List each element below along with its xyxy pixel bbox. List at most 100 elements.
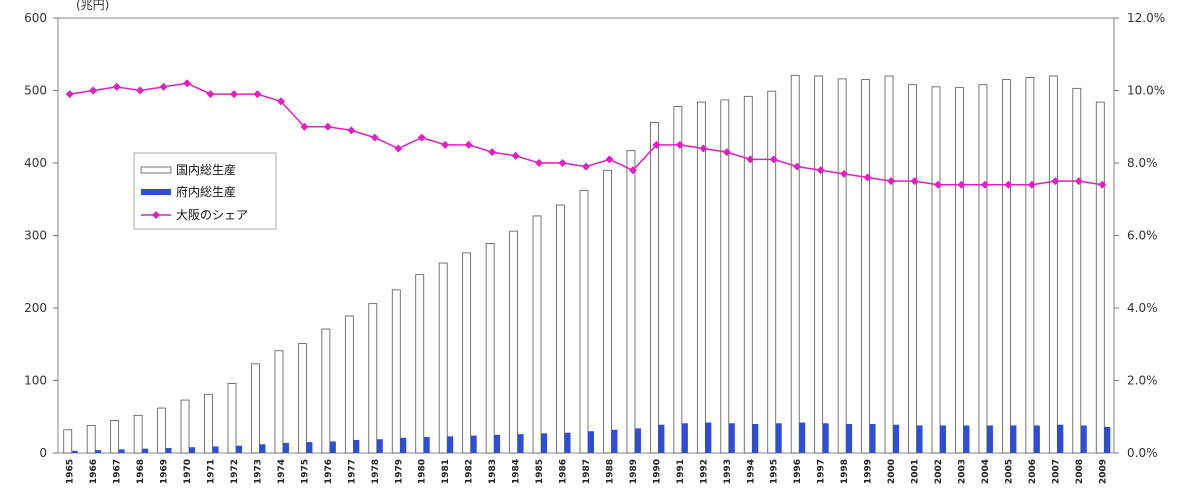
bar-prefecture <box>893 424 900 453</box>
bar-national <box>790 74 800 454</box>
bar-prefecture <box>423 437 430 453</box>
share-point <box>769 155 778 164</box>
share-point <box>1004 180 1013 189</box>
share-point <box>464 140 473 149</box>
bar-prefecture <box>95 450 102 453</box>
bar-prefecture <box>1033 425 1040 453</box>
bar-national <box>556 204 565 454</box>
x-tick-label: 1982 <box>465 459 475 484</box>
bar-national <box>415 274 425 454</box>
x-tick-label: 2005 <box>1004 459 1014 484</box>
bar-prefecture <box>376 439 383 453</box>
share-point <box>159 82 168 91</box>
bar-national <box>344 315 354 454</box>
share-point <box>370 133 379 142</box>
bar-prefecture <box>236 445 242 453</box>
share-point <box>793 162 802 171</box>
share-point <box>746 155 755 164</box>
bar-national <box>603 169 612 454</box>
bar-national <box>297 343 307 454</box>
x-tick-label: 1975 <box>300 459 310 484</box>
share-point <box>863 173 872 182</box>
share-point <box>89 86 98 95</box>
bar-prefecture <box>822 423 829 453</box>
x-tick-label: 1997 <box>817 459 827 484</box>
bar-national <box>1095 101 1105 454</box>
bar-prefecture <box>282 442 289 453</box>
share-point <box>910 177 919 186</box>
share-point <box>488 148 497 157</box>
bar-national <box>180 399 190 454</box>
x-tick-label: 1966 <box>89 459 99 484</box>
bar-national <box>1025 77 1035 454</box>
bar-national <box>462 252 472 454</box>
x-tick-label: 1967 <box>113 459 123 484</box>
x-tick-label: 1987 <box>582 459 592 484</box>
bar-prefecture <box>541 433 548 453</box>
share-point <box>1051 177 1060 186</box>
bar-prefecture <box>705 422 712 453</box>
y-left-tick-label: 0 <box>39 446 47 460</box>
share-point <box>112 82 121 91</box>
x-tick-label: 2003 <box>957 459 967 484</box>
x-tick-labels: 1965 1966 1967 1968 1969 1970 1971 1972 1973 1974… <box>66 459 1109 484</box>
share-point <box>1027 180 1036 189</box>
x-tick-label: 1995 <box>770 459 780 484</box>
bar-prefecture <box>400 437 407 453</box>
share-point <box>1098 180 1107 189</box>
bar-national <box>626 150 636 454</box>
x-tick-label: 1984 <box>512 459 522 484</box>
bar-prefecture <box>869 424 876 453</box>
x-tick-label: 1996 <box>793 459 803 484</box>
bar-national <box>391 289 401 454</box>
bar-national <box>251 363 260 454</box>
y-unit-label: (兆円) <box>76 0 109 12</box>
bar-national <box>814 75 824 454</box>
x-tick-label: 1980 <box>418 459 428 484</box>
share-point <box>582 162 590 171</box>
x-tick-label: 1970 <box>183 459 193 484</box>
bar-prefecture <box>259 444 266 453</box>
y-right-tick-label: 10.0% <box>1127 84 1165 98</box>
bar-national <box>438 262 448 454</box>
share-point <box>699 144 708 153</box>
bar-national <box>931 86 941 454</box>
share-point <box>511 151 520 160</box>
x-tick-label: 2000 <box>887 459 897 484</box>
share-point <box>722 148 731 157</box>
x-tick-label: 1977 <box>347 459 357 484</box>
y-left-tick-label: 200 <box>24 301 47 315</box>
bar-prefecture <box>1104 426 1111 453</box>
bar-prefecture <box>986 425 993 453</box>
bar-national <box>908 84 917 454</box>
bar-national <box>650 122 659 454</box>
legend-swatch-share-marker <box>152 211 160 219</box>
bar-national <box>767 90 777 454</box>
share-point <box>394 144 403 153</box>
x-tick-label: 2001 <box>911 459 921 484</box>
x-tick-label: 1998 <box>840 459 850 484</box>
legend-label-national: 国内総生産 <box>176 162 236 177</box>
x-tick-label: 1988 <box>605 459 615 484</box>
bar-national <box>532 215 542 454</box>
y-right-tick-label: 12.0% <box>1127 11 1165 25</box>
share-point <box>253 90 262 99</box>
x-tick-label: 1979 <box>394 459 404 484</box>
legend-swatch-national <box>140 166 172 174</box>
x-tick-label: 2006 <box>1028 459 1038 484</box>
y-left-tick-label: 100 <box>24 374 47 388</box>
bar-prefecture <box>611 429 618 453</box>
bar-national <box>1072 87 1082 454</box>
bar-prefecture <box>658 424 665 453</box>
x-tick-label: 1994 <box>746 459 756 484</box>
y-right-tick-label: 4.0% <box>1127 301 1158 315</box>
x-tick-label: 1986 <box>559 459 569 484</box>
bar-prefecture <box>447 436 454 453</box>
bar-prefecture <box>306 442 313 453</box>
y-right-tick-label: 6.0% <box>1127 229 1158 243</box>
y-right-tick-label: 2.0% <box>1127 374 1158 388</box>
bar-national <box>955 87 964 454</box>
bar-national <box>1048 75 1058 454</box>
